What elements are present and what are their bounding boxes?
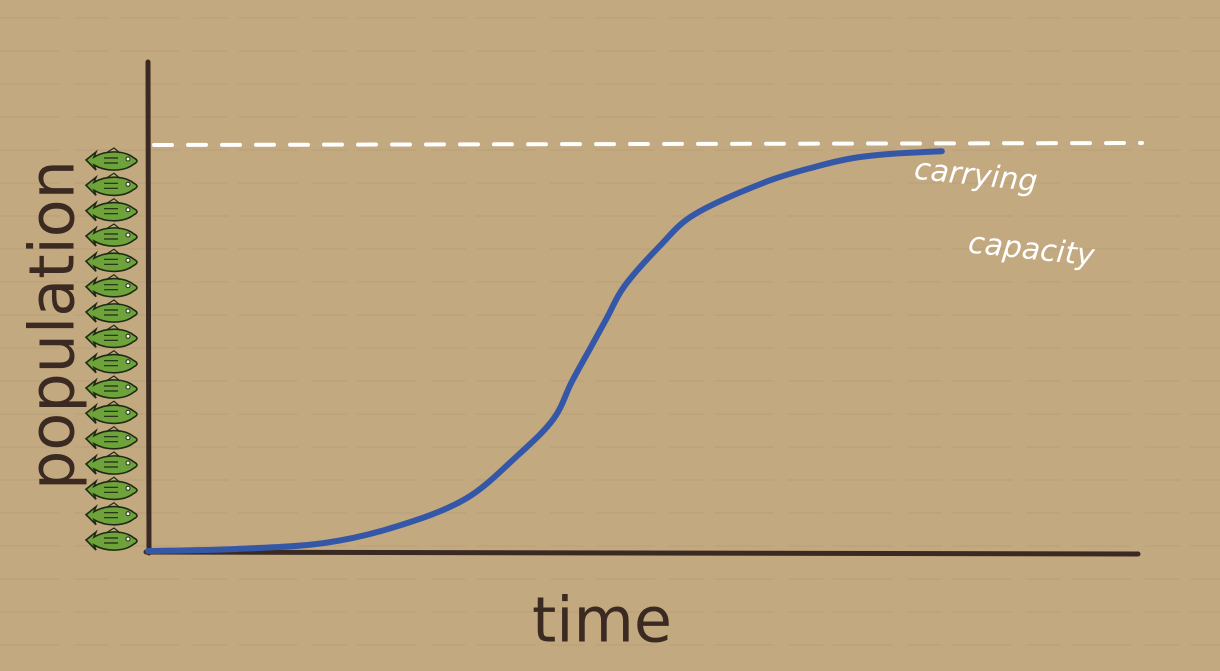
fish-icon	[84, 375, 138, 399]
fish-icon	[84, 451, 138, 475]
fish-icon	[84, 223, 138, 247]
fish-icon	[84, 299, 138, 323]
fish-icon	[84, 425, 138, 450]
x-axis-label: time	[531, 583, 673, 657]
fish-icon	[84, 273, 138, 298]
x-axis-line	[143, 549, 1141, 557]
population-curve	[145, 148, 945, 554]
fish-stack	[84, 147, 138, 551]
y-axis-label: population	[15, 160, 89, 490]
fish-icon	[84, 172, 138, 197]
fish-icon	[84, 400, 138, 425]
fish-icon	[84, 476, 138, 501]
fish-icon	[84, 501, 138, 526]
fish-icon	[84, 349, 138, 374]
fish-icon	[84, 147, 138, 171]
fish-icon	[84, 527, 138, 551]
y-axis-line	[145, 59, 152, 556]
fish-icon	[84, 248, 138, 273]
carrying-capacity-line	[152, 141, 1144, 147]
axes	[143, 59, 1141, 557]
fish-icon	[84, 197, 138, 222]
fish-icon	[84, 324, 138, 349]
